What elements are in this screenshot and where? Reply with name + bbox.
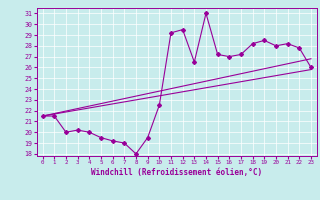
X-axis label: Windchill (Refroidissement éolien,°C): Windchill (Refroidissement éolien,°C) [91, 168, 262, 177]
